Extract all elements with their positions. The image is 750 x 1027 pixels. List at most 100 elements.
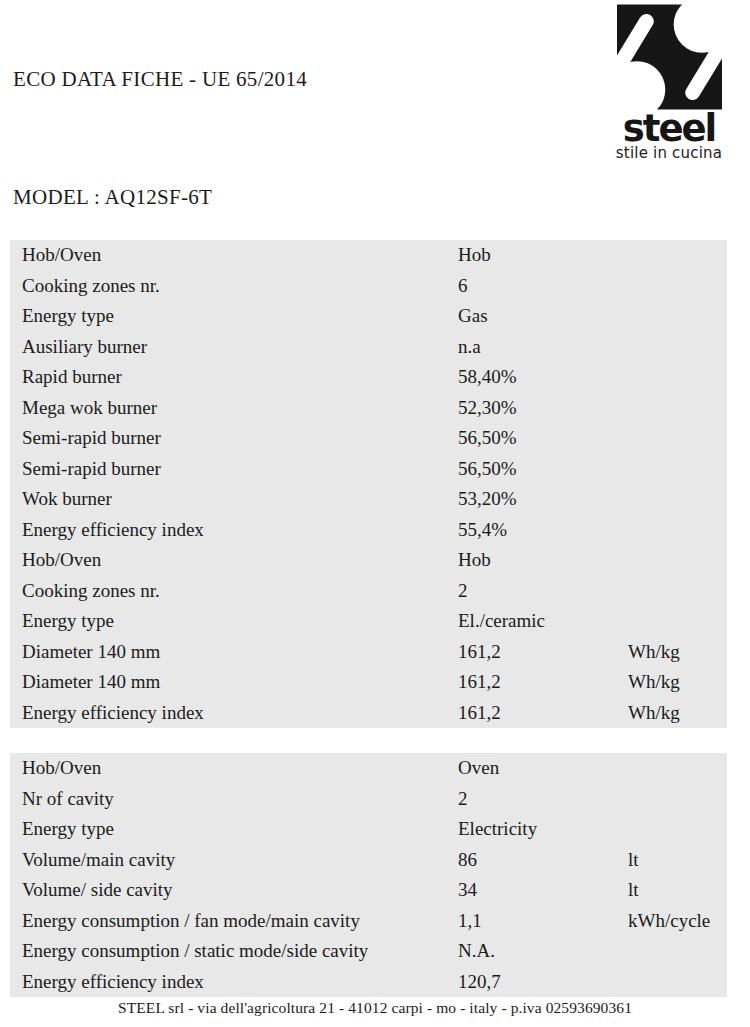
table-row: Semi-rapid burner 56,50% <box>10 423 727 454</box>
row-label: Wok burner <box>10 484 458 515</box>
table-row: Energy type Gas <box>10 301 727 332</box>
steel-logo: steel stile in cucina <box>611 2 727 161</box>
table-row: Energy consumption / static mode/side ca… <box>10 936 727 967</box>
table-row: Energy type Electricity <box>10 814 727 845</box>
row-unit <box>628 423 727 454</box>
hob-data-table: Hob/Oven Hob Cooking zones nr. 6 Energy … <box>10 240 727 728</box>
row-value: Electricity <box>458 814 628 845</box>
row-value: 34 <box>458 875 628 906</box>
row-unit <box>628 454 727 485</box>
row-unit <box>628 362 727 393</box>
row-unit <box>628 240 727 271</box>
table-row: Wok burner 53,20% <box>10 484 727 515</box>
row-value: Gas <box>458 301 628 332</box>
row-label: Ausiliary burner <box>10 332 458 363</box>
row-value: Oven <box>458 753 628 784</box>
row-label: Cooking zones nr. <box>10 271 458 302</box>
row-unit <box>628 576 727 607</box>
table-row: Energy consumption / fan mode/main cavit… <box>10 906 727 937</box>
row-label: Rapid burner <box>10 362 458 393</box>
table-row: Energy efficiency index 120,7 <box>10 967 727 998</box>
table-row: Cooking zones nr. 6 <box>10 271 727 302</box>
row-value: 161,2 <box>458 698 628 729</box>
table-row: Volume/main cavity 86 lt <box>10 845 727 876</box>
row-value: 58,40% <box>458 362 628 393</box>
table-row: Cooking zones nr. 2 <box>10 576 727 607</box>
row-value: Hob <box>458 240 628 271</box>
row-label: Energy efficiency index <box>10 698 458 729</box>
row-label: Hob/Oven <box>10 545 458 576</box>
table-row: Rapid burner 58,40% <box>10 362 727 393</box>
row-label: Semi-rapid burner <box>10 454 458 485</box>
row-value: El./ceramic <box>458 606 628 637</box>
row-value: 56,50% <box>458 423 628 454</box>
page-title: ECO DATA FICHE - UE 65/2014 <box>13 67 307 92</box>
model-line: MODEL : AQ12SF-6T <box>13 185 212 210</box>
table-row: Hob/Oven Hob <box>10 240 727 271</box>
row-label: Cooking zones nr. <box>10 576 458 607</box>
row-label: Energy consumption / static mode/side ca… <box>10 936 458 967</box>
table-row: Hob/Oven Oven <box>10 753 727 784</box>
row-label: Energy efficiency index <box>10 515 458 546</box>
table-row: Energy efficiency index 161,2 Wh/kg <box>10 698 727 729</box>
row-unit <box>628 784 727 815</box>
row-unit: Wh/kg <box>628 667 727 698</box>
row-unit <box>628 484 727 515</box>
row-label: Hob/Oven <box>10 753 458 784</box>
row-label: Energy efficiency index <box>10 967 458 998</box>
table-row: Mega wok burner 52,30% <box>10 393 727 424</box>
row-unit <box>628 332 727 363</box>
row-unit <box>628 606 727 637</box>
logo-tagline: stile in cucina <box>611 145 727 161</box>
row-unit: Wh/kg <box>628 698 727 729</box>
row-value: 53,20% <box>458 484 628 515</box>
row-label: Diameter 140 mm <box>10 667 458 698</box>
table-row: Energy type El./ceramic <box>10 606 727 637</box>
table-row: Ausiliary burner n.a <box>10 332 727 363</box>
row-value: n.a <box>458 332 628 363</box>
row-value: 55,4% <box>458 515 628 546</box>
row-label: Hob/Oven <box>10 240 458 271</box>
row-unit <box>628 545 727 576</box>
row-unit <box>628 814 727 845</box>
row-value: 1,1 <box>458 906 628 937</box>
row-unit: kWh/cycle <box>628 906 727 937</box>
row-unit <box>628 936 727 967</box>
table-row: Semi-rapid burner 56,50% <box>10 454 727 485</box>
oven-data-table: Hob/Oven Oven Nr of cavity 2 Energy type… <box>10 753 727 997</box>
row-value: 120,7 <box>458 967 628 998</box>
row-label: Semi-rapid burner <box>10 423 458 454</box>
company-footer: STEEL srl - via dell'agricoltura 21 - 41… <box>0 999 750 1017</box>
row-label: Energy type <box>10 606 458 637</box>
row-value: 2 <box>458 784 628 815</box>
row-value: 2 <box>458 576 628 607</box>
row-label: Energy type <box>10 301 458 332</box>
row-unit: lt <box>628 875 727 906</box>
table-row: Energy efficiency index 55,4% <box>10 515 727 546</box>
logo-brand-text: steel <box>611 114 727 144</box>
row-unit: Wh/kg <box>628 637 727 668</box>
row-unit <box>628 393 727 424</box>
row-unit <box>628 301 727 332</box>
row-unit: lt <box>628 845 727 876</box>
row-label: Nr of cavity <box>10 784 458 815</box>
row-value: 6 <box>458 271 628 302</box>
table-row: Hob/Oven Hob <box>10 545 727 576</box>
row-unit <box>628 753 727 784</box>
table-row: Diameter 140 mm 161,2 Wh/kg <box>10 667 727 698</box>
row-value: 56,50% <box>458 454 628 485</box>
row-label: Energy consumption / fan mode/main cavit… <box>10 906 458 937</box>
table-row: Nr of cavity 2 <box>10 784 727 815</box>
row-value: 86 <box>458 845 628 876</box>
row-value: Hob <box>458 545 628 576</box>
row-label: Energy type <box>10 814 458 845</box>
row-value: 52,30% <box>458 393 628 424</box>
row-label: Mega wok burner <box>10 393 458 424</box>
row-value: 161,2 <box>458 667 628 698</box>
row-value: 161,2 <box>458 637 628 668</box>
row-unit <box>628 271 727 302</box>
steel-s-mark-icon <box>617 2 722 112</box>
row-label: Volume/ side cavity <box>10 875 458 906</box>
eco-data-fiche-page: { "page": { "title": "ECO DATA FICHE - U… <box>0 0 750 1027</box>
table-row: Volume/ side cavity 34 lt <box>10 875 727 906</box>
